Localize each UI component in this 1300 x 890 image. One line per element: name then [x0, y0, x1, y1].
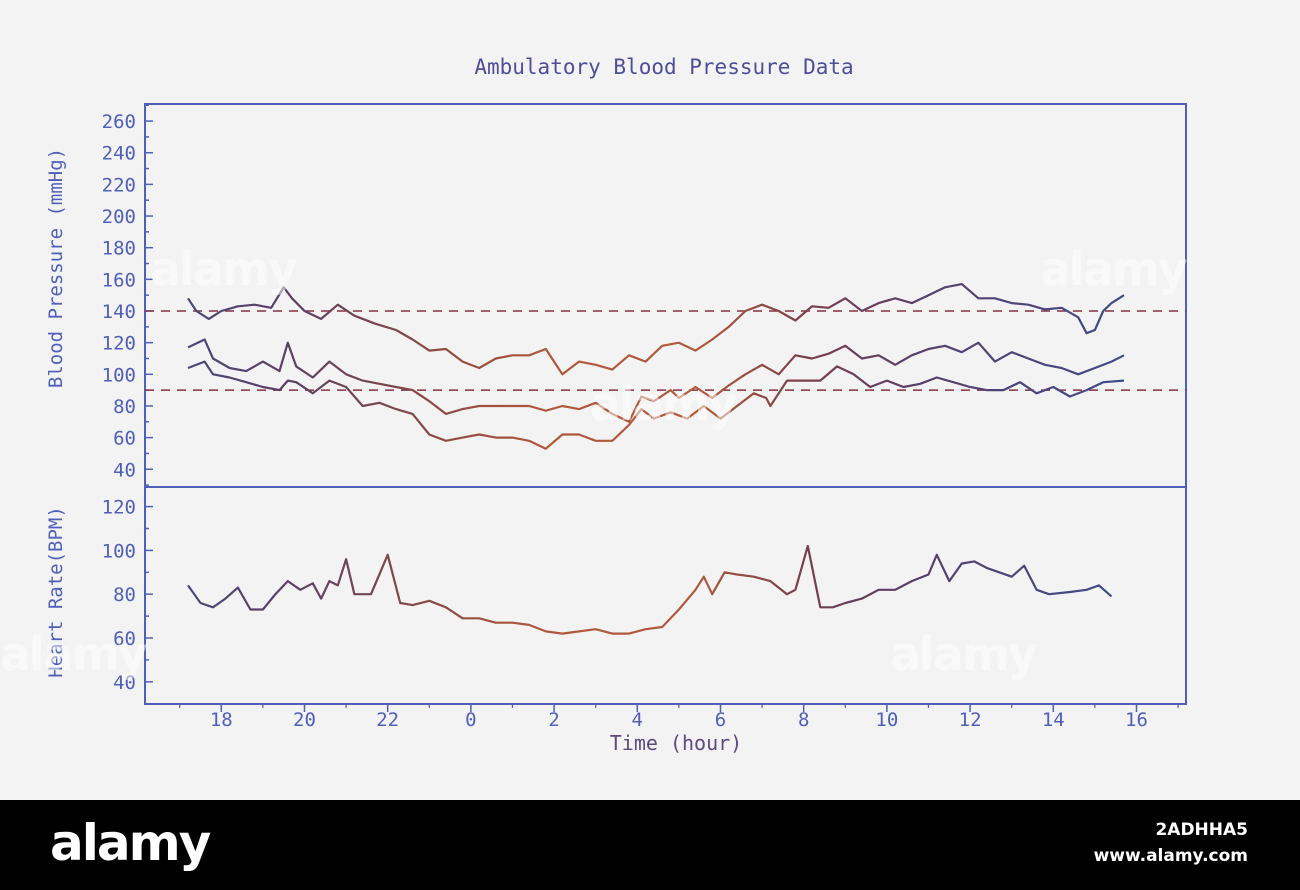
footer-bar: alamy 2ADHHA5 www.alamy.com [0, 800, 1300, 890]
x-tick-label: 16 [1125, 709, 1148, 731]
hr-y-tick-label: 40 [113, 672, 136, 694]
image-id: 2ADHHA5 [1155, 820, 1248, 840]
x-tick-label: 20 [293, 709, 316, 731]
x-axis-label: Time (hour) [610, 731, 742, 755]
hr-y-tick-label: 100 [102, 540, 136, 562]
bp-y-tick-label: 200 [102, 206, 136, 228]
x-tick-label: 6 [715, 709, 726, 731]
watermark-text: alamy [890, 627, 1038, 681]
blood-pressure-chart: Ambulatory Blood Pressure Data 260240220… [0, 55, 1190, 755]
watermark-text: alamy [590, 377, 738, 431]
bp-series-line-2 [187, 338, 1125, 423]
watermark-text: alamy [1040, 242, 1188, 296]
bp-y-tick-label: 120 [102, 333, 136, 355]
bp-y-tick-label: 160 [102, 269, 136, 291]
bp-y-tick-label: 260 [102, 111, 136, 133]
bp-y-tick-label: 240 [102, 143, 136, 165]
bp-y-tick-label: 80 [113, 396, 136, 418]
alamy-logo[interactable]: alamy [50, 814, 211, 872]
bp-y-tick-label: 60 [113, 428, 136, 450]
hr-series-line [187, 544, 1113, 635]
bp-y-axis-label: Blood Pressure (mmHg) [45, 148, 67, 388]
watermark-text: alamy [0, 627, 148, 681]
watermark-text: alamy [150, 242, 298, 296]
site-url[interactable]: www.alamy.com [1093, 846, 1248, 866]
heart-rate-panel: 120 100 80 60 40 Heart Rate(BPM) 18 20 22 0 2 4 6 8 10… [45, 486, 1187, 755]
bp-y-tick-label: 40 [113, 459, 136, 481]
hr-y-axis-label: Heart Rate(BPM) [45, 506, 67, 678]
bp-series-line-3 [187, 360, 1125, 450]
x-tick-label: 22 [376, 709, 399, 731]
x-tick-label: 0 [465, 709, 476, 731]
hr-plot-frame [144, 486, 1187, 705]
hr-y-tick-label: 80 [113, 584, 136, 606]
watermark-layer: alamy alamy alamy alamy alamy [0, 242, 1190, 681]
bp-y-tick-label: 100 [102, 364, 136, 386]
bp-y-tick-label: 180 [102, 238, 136, 260]
chart-title: Ambulatory Blood Pressure Data [474, 55, 853, 79]
x-tick-label: 14 [1042, 709, 1065, 731]
bp-y-tick-label: 140 [102, 301, 136, 323]
x-tick-label: 18 [210, 709, 233, 731]
hr-y-tick-label: 120 [102, 497, 136, 519]
x-tick-label: 4 [632, 709, 643, 731]
x-tick-label: 8 [798, 709, 809, 731]
x-tick-label: 10 [875, 709, 898, 731]
bp-series-line-1 [187, 283, 1125, 376]
x-tick-label: 12 [959, 709, 982, 731]
bp-y-tick-label: 220 [102, 174, 136, 196]
x-tick-label: 2 [548, 709, 559, 731]
hr-y-tick-label: 60 [113, 628, 136, 650]
